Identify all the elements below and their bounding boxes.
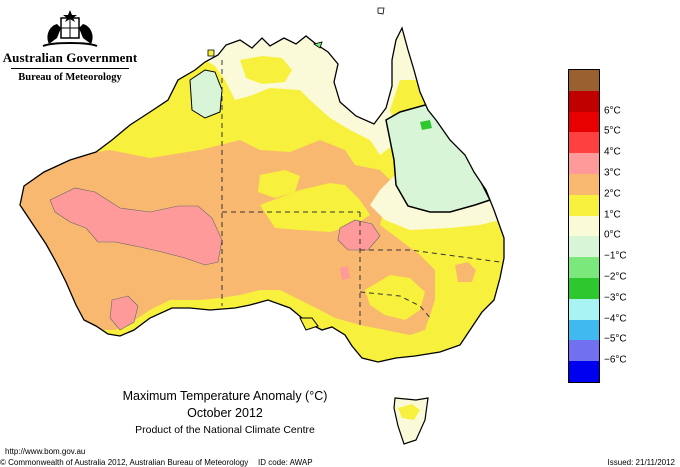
legend-label: 4°C [604,146,621,158]
legend-swatch [569,236,599,258]
legend-swatch [569,90,599,112]
divider [11,68,129,69]
island-north [207,49,215,57]
legend-swatch [569,277,599,299]
kangaroo-island [299,317,319,331]
color-legend [568,69,600,383]
legend-swatch [569,319,599,341]
state-borders [221,60,501,325]
legend-swatch [569,215,599,237]
legend-swatch [569,70,599,91]
island-green [313,41,323,49]
legend-swatch [569,194,599,216]
tasmania-outline [393,397,429,445]
island-far-north [377,7,385,15]
legend-swatch [569,173,599,195]
legend-swatch [569,132,599,154]
legend-swatch [569,340,599,362]
legend-label: 3°C [604,167,621,179]
legend-label: 6°C [604,105,621,117]
product-credit: Product of the National Climate Centre [135,424,315,436]
issued-date: Issued: 21/11/2012 [607,458,675,467]
coat-of-arms-icon [42,10,98,47]
legend-swatch [569,111,599,133]
legend-label: −3°C [604,292,627,304]
legend-swatch [569,361,599,382]
legend-label: 5°C [604,125,621,137]
copyright-notice: © Commonwealth of Australia 2012, Austra… [0,458,249,467]
legend-swatch [569,298,599,320]
legend-label: 0°C [604,229,621,241]
government-branding: Australian Government Bureau of Meteorol… [0,8,140,83]
legend-label: −5°C [604,333,627,345]
legend-label: −2°C [604,271,627,283]
legend-label: −4°C [604,313,627,325]
bureau-title: Bureau of Meteorology [18,72,122,83]
id-code: ID code: AWAP [258,458,313,467]
legend-label: −1°C [604,250,627,262]
map-period: October 2012 [187,406,263,420]
legend-swatch [569,153,599,174]
government-title: Australian Government [2,50,138,65]
legend-label: 2°C [604,188,621,200]
map-title: Maximum Temperature Anomaly (°C) [122,389,328,403]
legend-label: 1°C [604,209,621,221]
legend-label: −6°C [604,354,627,366]
bom-url-link[interactable]: http://www.bom.gov.au [5,447,86,456]
legend-swatch [569,257,599,278]
